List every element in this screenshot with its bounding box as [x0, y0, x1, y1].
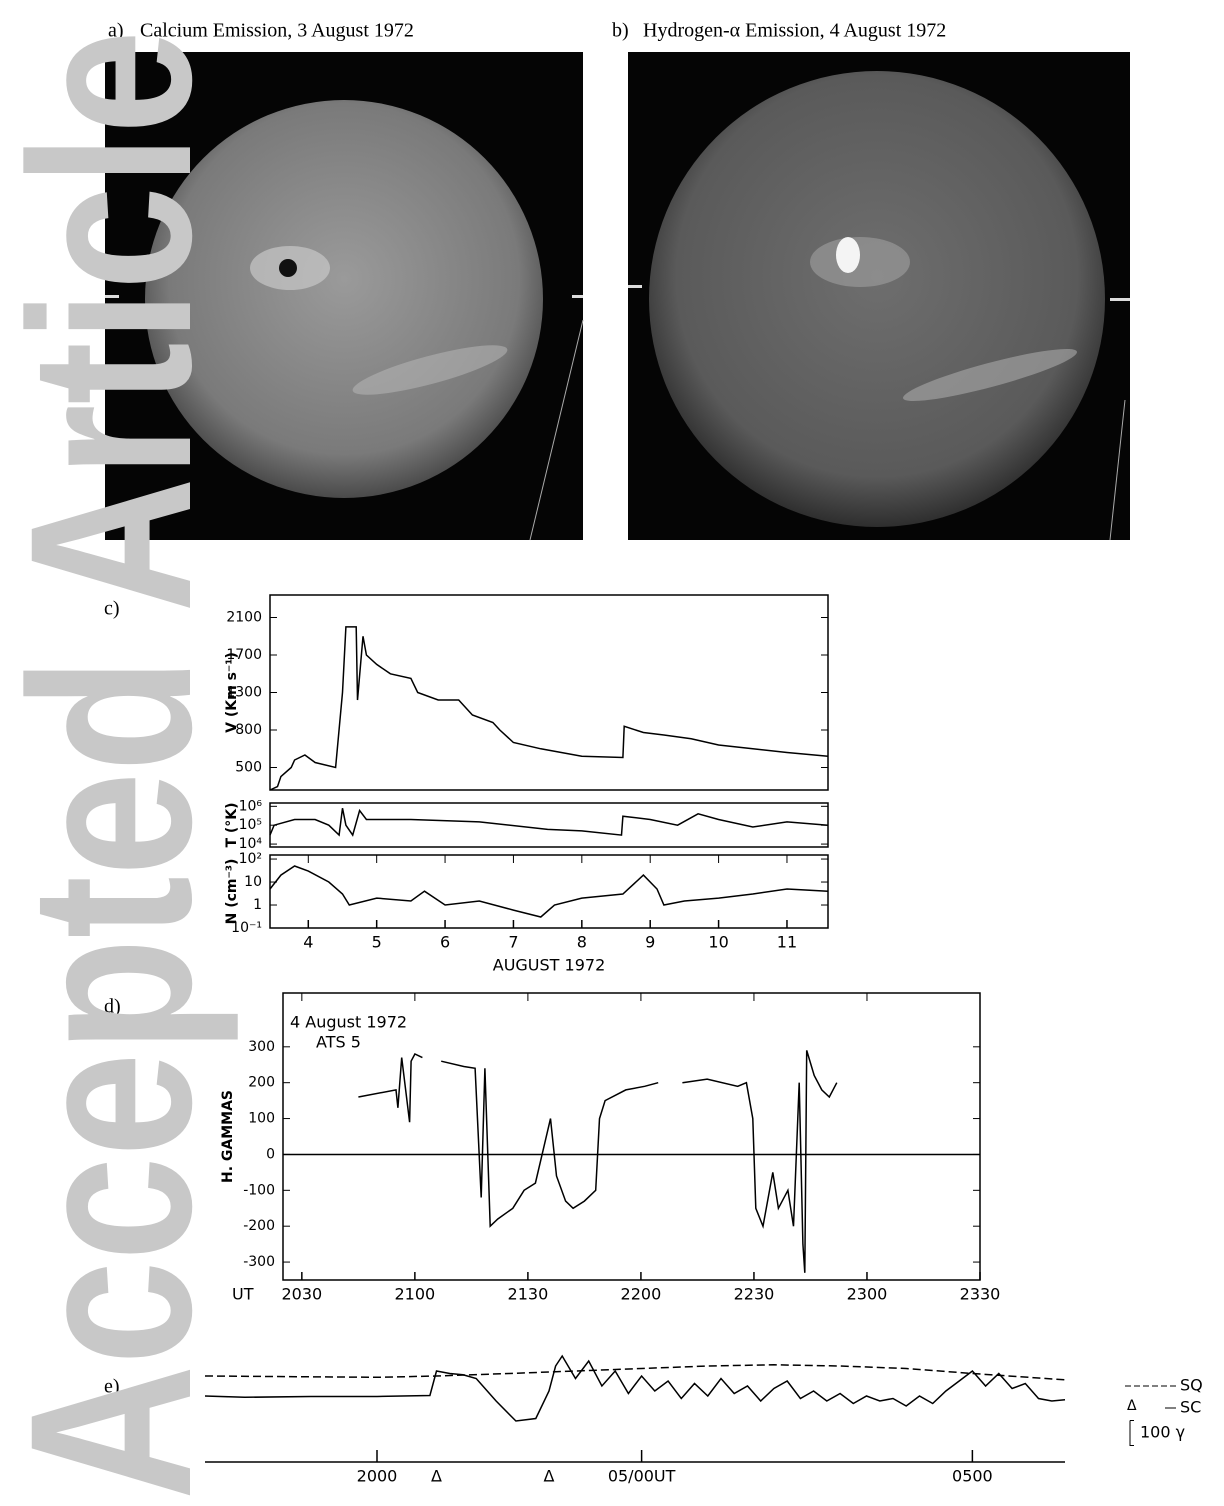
x-tick-label: 5 [372, 933, 382, 952]
annotation: ATS 5 [316, 1033, 361, 1052]
y-tick-label: 10⁴ [239, 836, 263, 852]
x-tick-label: 2300 [847, 1285, 888, 1304]
figure: a) Calcium Emission, 3 August 1972 b) Hy… [0, 0, 1224, 1506]
y-tick-label: 300 [248, 1039, 275, 1055]
x-tick-label: 4 [303, 933, 313, 952]
caption: Hydrogen-α Emission, 4 August 1972 [643, 20, 946, 42]
scale-bar [1130, 1421, 1134, 1446]
x-tick-label: 10 [708, 933, 728, 952]
y-tick-label: 500 [235, 760, 262, 776]
y-tick-label: -100 [243, 1182, 275, 1198]
data-line [358, 1050, 836, 1272]
x-tick-label: 2030 [281, 1285, 322, 1304]
y-tick-label: 100 [248, 1111, 275, 1127]
plot-frame [283, 993, 980, 1280]
event-marker: Δ [431, 1467, 442, 1486]
x-tick-label: 2130 [508, 1285, 549, 1304]
y-tick-label: 200 [248, 1075, 275, 1091]
y-tick-label: 10 [244, 874, 262, 890]
x-tick-label: 05/00UT [608, 1467, 676, 1486]
annotation: 4 August 1972 [290, 1013, 407, 1032]
y-tick-label: 0 [266, 1146, 275, 1162]
data-line [270, 808, 828, 835]
x-tick-label: 11 [777, 933, 797, 952]
data-line [205, 1356, 1065, 1421]
watermark: Accepted Article [0, 30, 239, 1500]
scale-bar-label: 100 γ [1140, 1423, 1185, 1442]
y-tick-label: 10⁵ [239, 817, 262, 833]
event-marker: Δ [544, 1467, 555, 1486]
y-tick-label: 10² [239, 851, 262, 867]
x-tick-label: 2100 [395, 1285, 436, 1304]
plot-frame [270, 595, 828, 790]
x-tick-label: 6 [440, 933, 450, 952]
plot-frame [270, 855, 828, 928]
y-tick-label: -300 [243, 1254, 275, 1270]
x-tick-label: 2230 [734, 1285, 775, 1304]
x-axis-label: AUGUST 1972 [493, 956, 606, 975]
x-tick-label: 2330 [960, 1285, 1001, 1304]
panel-label: b) [612, 20, 629, 42]
legend-label: SC [1180, 1398, 1201, 1417]
y-tick-label: 1 [253, 897, 262, 913]
x-tick-label: 7 [508, 933, 518, 952]
photo-hydrogen [628, 52, 1130, 540]
y-tick-label: 10⁶ [239, 798, 263, 814]
y-tick-label: -200 [243, 1218, 275, 1234]
x-tick-label: 9 [645, 933, 655, 952]
x-tick-label: 0500 [952, 1467, 993, 1486]
legend-symbol: Δ [1127, 1398, 1137, 1414]
x-tick-label: 2000 [357, 1467, 398, 1486]
data-line [270, 866, 828, 917]
data-line [270, 627, 828, 790]
legend-label: SQ [1180, 1376, 1203, 1395]
data-line [205, 1365, 1065, 1380]
x-tick-label: 8 [577, 933, 587, 952]
x-tick-label: 2200 [621, 1285, 662, 1304]
